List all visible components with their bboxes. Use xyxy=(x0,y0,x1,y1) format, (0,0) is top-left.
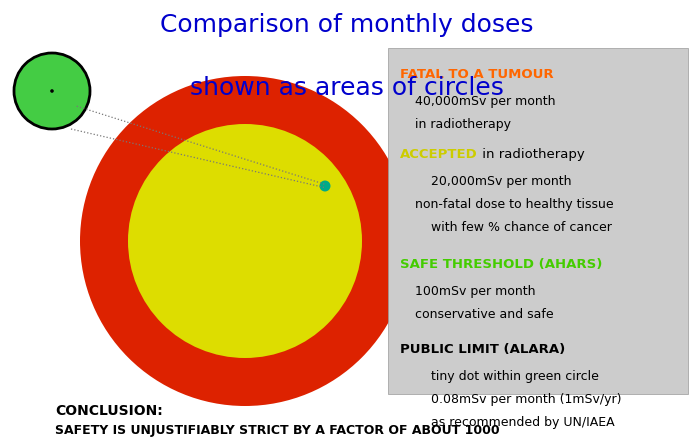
Text: tiny dot within green circle: tiny dot within green circle xyxy=(415,370,599,383)
Circle shape xyxy=(14,53,90,129)
Text: PUBLIC LIMIT (ALARA): PUBLIC LIMIT (ALARA) xyxy=(400,343,565,356)
Text: 20,000mSv per month: 20,000mSv per month xyxy=(415,175,571,188)
Text: shown as areas of circles: shown as areas of circles xyxy=(190,76,504,100)
Text: SAFE THRESHOLD (AHARS): SAFE THRESHOLD (AHARS) xyxy=(400,258,602,271)
Text: SAFETY IS UNJUSTIFIABLY STRICT BY A FACTOR OF ABOUT 1000: SAFETY IS UNJUSTIFIABLY STRICT BY A FACT… xyxy=(55,424,500,437)
Text: non-fatal dose to healthy tissue: non-fatal dose to healthy tissue xyxy=(415,198,613,211)
Text: in radiotherapy: in radiotherapy xyxy=(415,118,511,131)
Text: with few % chance of cancer: with few % chance of cancer xyxy=(415,221,612,234)
Text: Comparison of monthly doses: Comparison of monthly doses xyxy=(160,13,534,37)
Text: 40,000mSv per month: 40,000mSv per month xyxy=(415,95,555,108)
Circle shape xyxy=(128,124,362,358)
Text: as recommended by UN/IAEA: as recommended by UN/IAEA xyxy=(415,416,615,429)
Text: 0.08mSv per month (1mSv/yr): 0.08mSv per month (1mSv/yr) xyxy=(415,393,622,406)
Circle shape xyxy=(50,89,54,93)
Text: 100mSv per month: 100mSv per month xyxy=(415,285,536,298)
Text: conservative and safe: conservative and safe xyxy=(415,308,554,321)
Circle shape xyxy=(319,181,330,191)
Circle shape xyxy=(80,76,410,406)
Text: ACCEPTED: ACCEPTED xyxy=(400,148,477,161)
Text: in radiotherapy: in radiotherapy xyxy=(478,148,585,161)
Text: FATAL TO A TUMOUR: FATAL TO A TUMOUR xyxy=(400,68,554,81)
Text: CONCLUSION:: CONCLUSION: xyxy=(55,404,163,418)
Bar xyxy=(388,48,688,394)
